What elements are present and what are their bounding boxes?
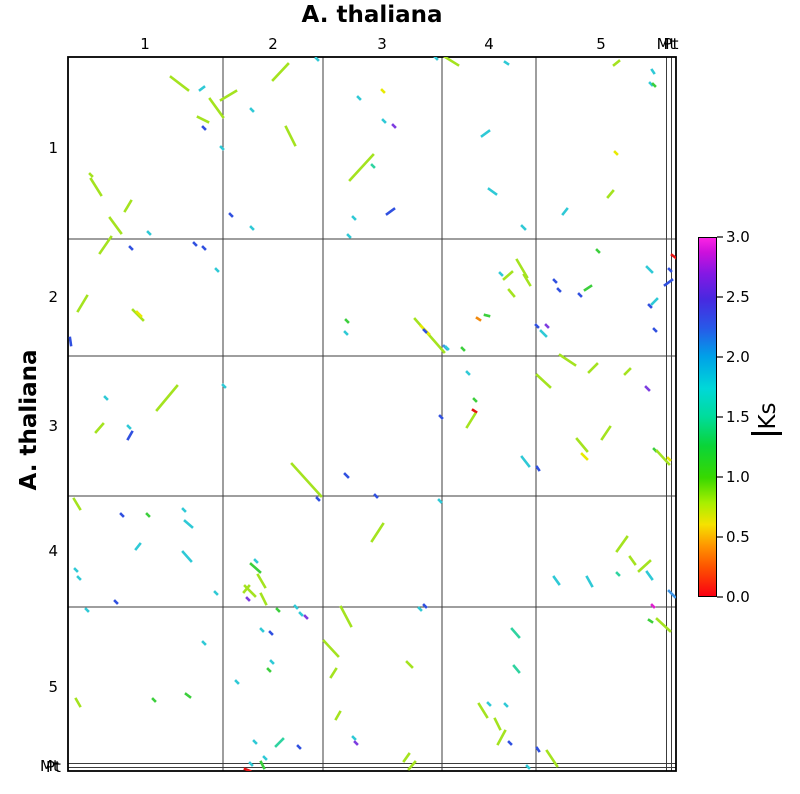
- colorbar-tick-label: 2.0: [726, 348, 750, 366]
- colorbar: [698, 237, 717, 597]
- colorbar-label: Ks: [755, 402, 781, 430]
- y-tick-label: 4: [48, 542, 58, 560]
- y-tick-label: 1: [48, 139, 58, 157]
- colorbar-tick-label: 1.5: [726, 408, 750, 426]
- x-tick-label: 3: [377, 35, 387, 53]
- x-tick-label: 5: [596, 35, 606, 53]
- plot-border: [67, 56, 677, 772]
- y-tick-label: 5: [48, 678, 58, 696]
- x-tick-label: Mt: [656, 35, 676, 53]
- x-axis-title: A. thaliana: [301, 2, 443, 28]
- colorbar-tick-label: 2.5: [726, 288, 750, 306]
- x-tick-label: 2: [268, 35, 278, 53]
- colorbar-label-underline: [751, 432, 782, 435]
- y-tick-label-mtpt: Mt: [40, 757, 59, 775]
- colorbar-tick-label: 0.5: [726, 528, 750, 546]
- colorbar-tick-label: 0.0: [726, 588, 750, 606]
- x-tick-label: 1: [140, 35, 150, 53]
- colorbar-tick-label: 1.0: [726, 468, 750, 486]
- colorbar-tick-label: 3.0: [726, 228, 750, 246]
- x-tick-label: Pt: [663, 35, 679, 53]
- y-tick-label: 2: [48, 288, 58, 306]
- y-tick-label-mtpt: Pt: [46, 758, 61, 776]
- x-tick-label: 4: [484, 35, 494, 53]
- colorbar-gradient: [699, 238, 716, 596]
- y-tick-label: 3: [48, 417, 58, 435]
